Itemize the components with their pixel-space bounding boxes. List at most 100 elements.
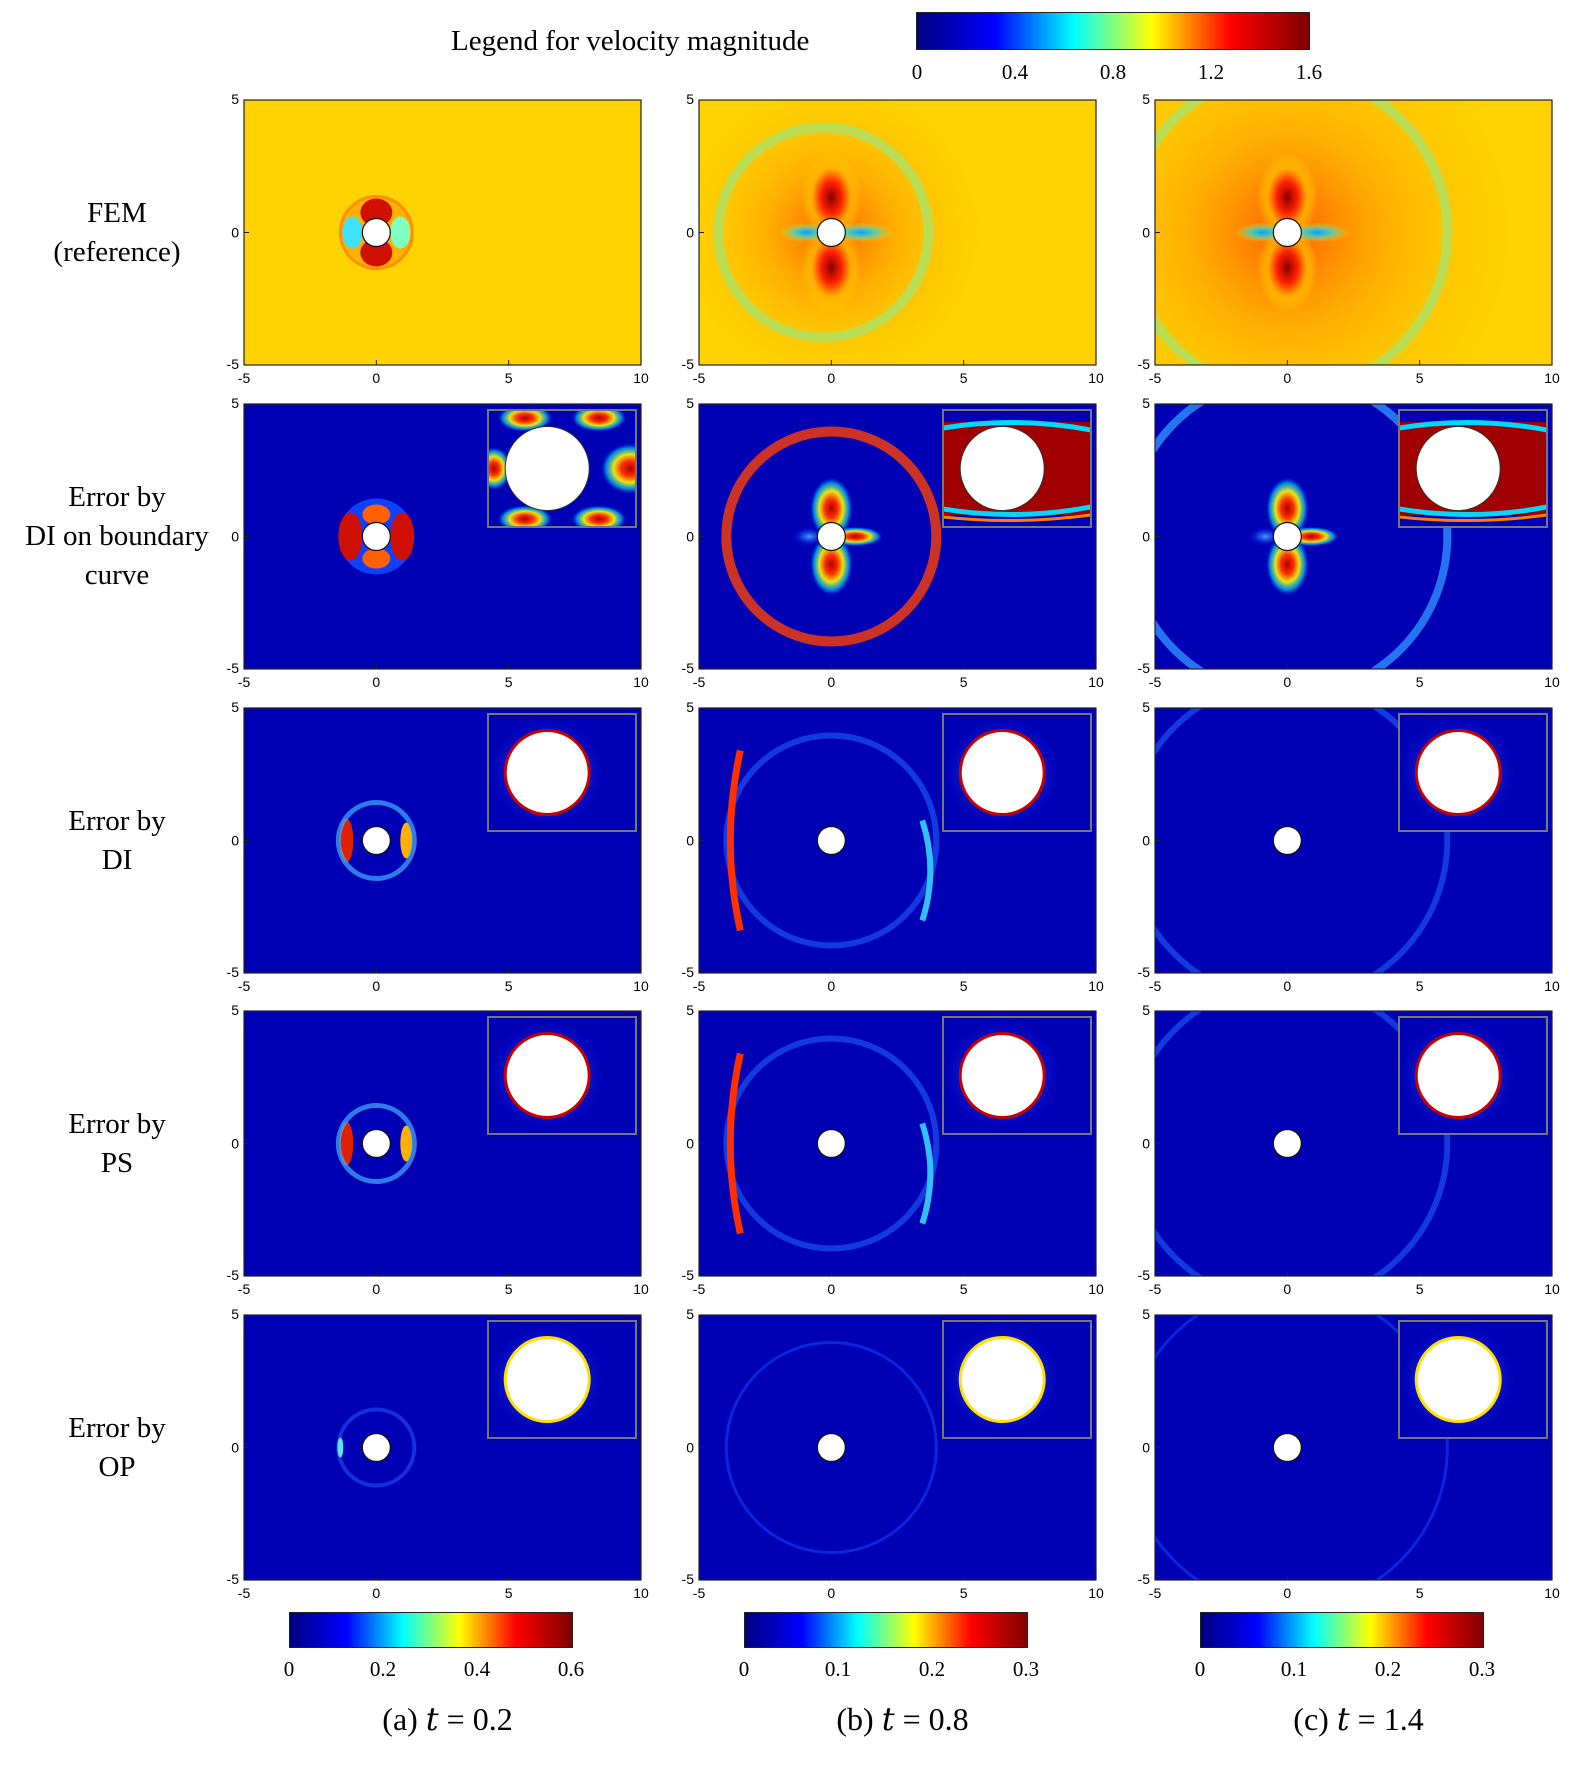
y-tick-label: 0	[1142, 225, 1150, 241]
error-colorbar-tick: 0.3	[1012, 1657, 1040, 1681]
y-tick-label: 5	[1142, 1002, 1150, 1018]
cylinder	[1272, 521, 1302, 552]
error-colorbar	[289, 1612, 573, 1648]
contour-panel: -5 0 5 10 5 0 -5	[227, 395, 649, 690]
zoom-inset	[942, 1320, 1092, 1439]
caption-variable: t	[1336, 1700, 1350, 1738]
error-colorbar-tick: 0.2	[1374, 1657, 1402, 1681]
y-tick-label: -5	[227, 964, 240, 980]
zoom-inset	[1398, 409, 1548, 528]
y-tick-label: 5	[686, 699, 694, 715]
row-label: Error by DI	[2, 802, 232, 880]
legend-tick-label: 0.8	[1099, 60, 1127, 84]
error-colorbar-tick: 0	[1194, 1657, 1206, 1681]
caption-value: = 0.8	[894, 1701, 969, 1737]
column-caption: (b) t = 0.8	[836, 1700, 968, 1738]
x-tick-label: 5	[960, 1281, 968, 1297]
y-tick-label: 5	[1142, 699, 1150, 715]
x-tick-label: -5	[1149, 1585, 1162, 1601]
x-tick-label: 5	[1416, 978, 1424, 994]
contour-panel: -5 0 5 10 5 0 -5	[682, 1306, 1104, 1601]
error-colorbar-tick: 0.2	[369, 1657, 397, 1681]
x-tick-label: 0	[1283, 1585, 1291, 1601]
zoom-inset	[942, 409, 1092, 528]
legend-tick-label: 0	[911, 60, 923, 84]
caption-prefix: (c)	[1293, 1701, 1337, 1737]
contour-panel: -5 0 5 10 5 0 -5	[227, 699, 649, 994]
caption-prefix: (b)	[836, 1701, 882, 1737]
x-tick-label: 5	[960, 674, 968, 690]
x-tick-label: 0	[372, 978, 380, 994]
x-tick-label: 10	[633, 1585, 649, 1601]
y-tick-label: 5	[231, 1306, 239, 1322]
x-tick-label: -5	[693, 370, 706, 386]
velocity-colorbar	[916, 12, 1310, 50]
y-tick-label: 0	[231, 225, 239, 241]
zoom-inset	[487, 713, 637, 832]
y-tick-label: 0	[686, 225, 694, 241]
x-tick-label: 0	[372, 1281, 380, 1297]
contour-panel: -5 0 5 10 5 0 -5	[1138, 91, 1560, 386]
y-tick-label: -5	[682, 1267, 695, 1283]
y-tick-label: 0	[231, 1440, 239, 1456]
contour-panel: -5 0 5 10 5 0 -5	[1138, 1306, 1560, 1601]
error-colorbar-tick: 0.1	[824, 1657, 852, 1681]
x-tick-label: 10	[1088, 1585, 1104, 1601]
y-tick-label: 5	[686, 1002, 694, 1018]
x-tick-label: 5	[505, 674, 513, 690]
x-tick-label: 5	[1416, 674, 1424, 690]
row-label-line: Error by	[68, 1411, 166, 1444]
column-caption: (a) t = 0.2	[382, 1700, 512, 1738]
x-tick-label: 10	[1088, 1281, 1104, 1297]
x-tick-label: 10	[1544, 1585, 1560, 1601]
cylinder	[361, 217, 391, 248]
legend-tick-label: 1.6	[1295, 60, 1323, 84]
y-tick-label: -5	[1138, 964, 1151, 980]
x-tick-label: 0	[372, 1585, 380, 1601]
x-tick-label: -5	[693, 674, 706, 690]
row-label: FEM (reference)	[2, 194, 232, 272]
y-tick-label: 5	[686, 91, 694, 107]
cylinder	[816, 1128, 846, 1159]
x-tick-label: -5	[1149, 1281, 1162, 1297]
cylinder	[361, 825, 391, 856]
cylinder	[361, 1432, 391, 1463]
caption-value: = 1.4	[1349, 1701, 1424, 1737]
y-tick-label: -5	[682, 660, 695, 676]
zoom-inset	[1398, 1320, 1548, 1439]
y-tick-label: 0	[686, 1440, 694, 1456]
cylinder	[816, 825, 846, 856]
x-tick-label: 0	[372, 674, 380, 690]
x-tick-label: 0	[1283, 978, 1291, 994]
error-colorbar-tick: 0.6	[557, 1657, 585, 1681]
y-tick-label: -5	[227, 660, 240, 676]
x-tick-label: 5	[1416, 1281, 1424, 1297]
y-tick-label: 5	[1142, 91, 1150, 107]
cylinder	[1272, 825, 1302, 856]
x-tick-label: 0	[827, 674, 835, 690]
x-tick-label: 10	[1088, 978, 1104, 994]
y-tick-label: 0	[1142, 833, 1150, 849]
y-tick-label: -5	[682, 356, 695, 372]
cylinder	[1272, 217, 1302, 248]
y-tick-label: -5	[682, 1571, 695, 1587]
row-label-line: PS	[100, 1146, 134, 1179]
zoom-inset	[487, 1016, 637, 1135]
x-tick-label: -5	[1149, 674, 1162, 690]
x-tick-label: 5	[1416, 1585, 1424, 1601]
y-tick-label: -5	[227, 356, 240, 372]
cylinder	[1272, 1432, 1302, 1463]
zoom-inset	[942, 713, 1092, 832]
y-tick-label: 0	[231, 1136, 239, 1152]
y-tick-label: -5	[1138, 356, 1151, 372]
x-tick-label: -5	[693, 1585, 706, 1601]
cylinder	[361, 521, 391, 552]
y-tick-label: 0	[1142, 1440, 1150, 1456]
error-colorbar-tick: 0	[283, 1657, 295, 1681]
contour-panel: -5 0 5 10 5 0 -5	[227, 1306, 649, 1601]
x-tick-label: 5	[505, 370, 513, 386]
y-tick-label: 5	[231, 395, 239, 411]
row-label-line: Error by	[68, 1107, 166, 1140]
y-tick-label: 0	[1142, 529, 1150, 545]
